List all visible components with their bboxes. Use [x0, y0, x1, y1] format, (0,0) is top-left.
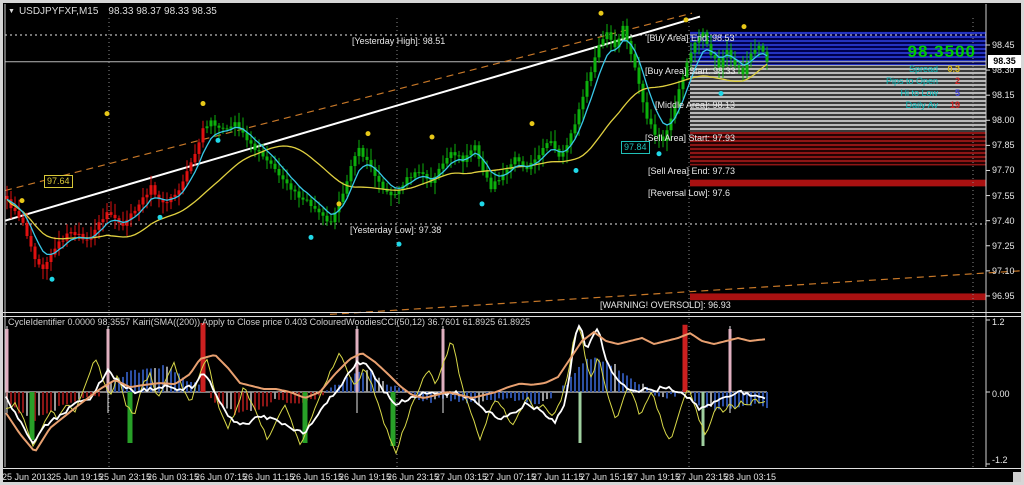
ohlc-readout: 98.33 98.37 98.33 98.35: [108, 6, 217, 17]
time-axis-label: 27 Jun 19:15: [628, 472, 681, 482]
oscillator-scale-label: -1.2: [992, 455, 1008, 465]
resize-grip[interactable]: [1013, 472, 1021, 482]
panel-divider-bottom-line[interactable]: [0, 316, 1024, 317]
time-axis-label: 27 Jun 07:15: [484, 472, 537, 482]
time-axis-label: 26 Jun 03:15: [147, 472, 200, 482]
time-axis-label: 27 Jun 23:15: [676, 472, 729, 482]
time-axis-label: 27 Jun 15:15: [580, 472, 633, 482]
info-value-hi-to-low: 5: [954, 88, 960, 98]
chart-title-bar: ▼ USDJPYFXF,M15 98.33 98.37 98.33 98.35: [8, 6, 217, 17]
info-value-daily-av: 19: [949, 100, 960, 110]
indicator-header: CycleIdentifier 0.0000 98.3557 Kairi(SMA…: [8, 317, 531, 327]
current-price-display: 98.3500: [907, 42, 976, 61]
time-axis-label: 25 Jun 19:15: [51, 472, 104, 482]
info-label-spread: Spread: [908, 64, 938, 74]
info-value-pips-to-open: 2: [954, 76, 960, 86]
info-label-hi-to-low: Hi to Low: [900, 88, 938, 98]
time-axis-label: 25 Jun 23:15: [99, 472, 152, 482]
info-label-pips-to-open: Pips to Open: [885, 76, 938, 86]
time-axis-label: 26 Jun 15:15: [291, 472, 344, 482]
time-axis-label: 27 Jun 03:15: [435, 472, 488, 482]
price-scale-label: 97.10: [992, 265, 1015, 276]
time-axis-label: 26 Jun 07:15: [195, 472, 248, 482]
price-scale-label: 98.00: [992, 115, 1015, 126]
price-scale-label: 97.85: [992, 140, 1015, 151]
time-axis-label: 26 Jun 19:15: [339, 472, 392, 482]
symbol-title: USDJPYFXF,M15: [18, 6, 99, 17]
panel-divider-top-line[interactable]: [0, 312, 1024, 313]
symbol-dropdown-icon[interactable]: ▼: [8, 8, 15, 15]
time-axis-divider: [0, 468, 1024, 469]
price-scale-label: 97.25: [992, 240, 1015, 251]
price-scale-label: 96.95: [992, 290, 1015, 301]
current-price-tag: 98.35: [988, 55, 1021, 68]
price-scale-label: 98.15: [992, 90, 1015, 101]
info-value-spread: 0.3: [947, 64, 960, 74]
time-axis-label: 25 Jun 2013: [2, 472, 52, 482]
time-axis-label: 28 Jun 03:15: [724, 472, 777, 482]
oscillator-scale-label: 1.2: [992, 317, 1005, 327]
price-scale-label: 97.40: [992, 215, 1015, 226]
info-label-daily-av: Daily Av: [905, 100, 938, 110]
price-scale-label: 98.45: [992, 40, 1015, 50]
price-scale-label: 97.70: [992, 165, 1015, 176]
time-axis-label: 27 Jun 11:15: [532, 472, 584, 482]
price-scale-label: 97.55: [992, 190, 1015, 201]
time-axis-label: 26 Jun 23:15: [387, 472, 440, 482]
price-scale-label: 98.30: [992, 65, 1015, 76]
oscillator-scale-label: 0.00: [992, 389, 1010, 399]
time-axis-label: 26 Jun 11:15: [243, 472, 295, 482]
